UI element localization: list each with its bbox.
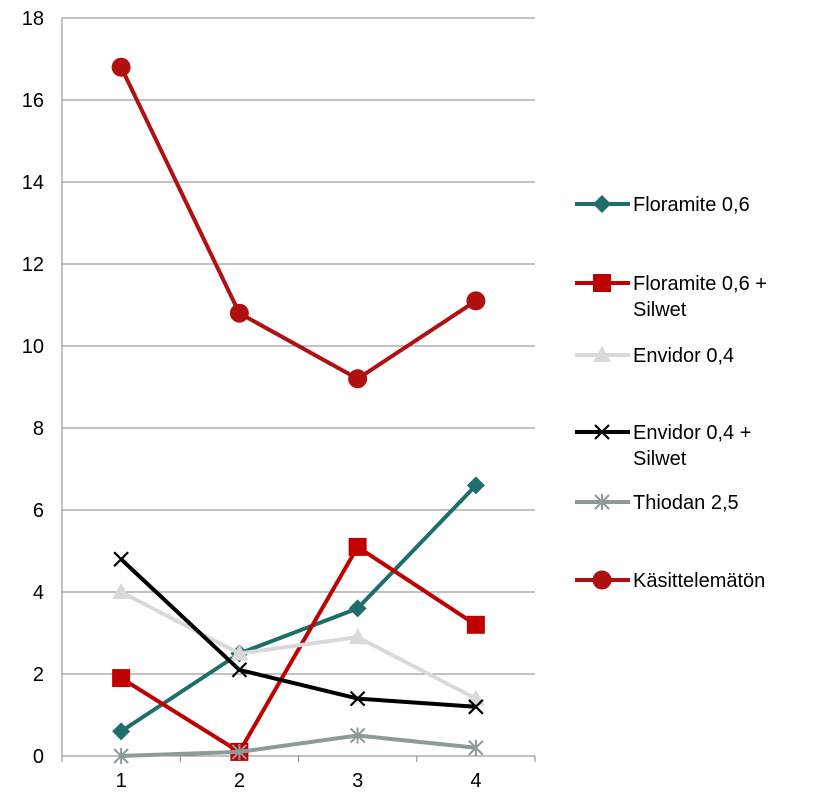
series-4 <box>113 727 484 764</box>
y-axis-ticks: 0 2 4 6 8 10 12 14 16 18 <box>22 8 44 768</box>
data-point-2-3 <box>466 689 485 706</box>
data-point-2-2 <box>348 628 367 645</box>
legend-label-line: Käsittelemätön <box>633 570 765 592</box>
legend-label-line: Floramite 0,6 <box>633 194 750 216</box>
legend-label-line: Floramite 0,6 + <box>633 273 767 295</box>
series-0 <box>112 476 485 741</box>
y-tick-label-8: 8 <box>33 418 44 440</box>
legend-label-line: Silwet <box>633 299 687 321</box>
series-line-5 <box>119 66 477 381</box>
legend-label-3: Envidor 0,4 + Silwet <box>633 422 751 470</box>
legend-label-line: Envidor 0,4 <box>633 345 734 367</box>
data-point-2-1 <box>230 644 249 661</box>
x-tick-label-3: 3 <box>352 770 363 792</box>
data-point-4-2 <box>349 727 366 744</box>
legend-label-4: Thiodan 2,5 <box>633 492 739 514</box>
legend-marker-3 <box>594 424 610 440</box>
series-lines <box>111 57 486 764</box>
data-point-0-2 <box>348 599 367 618</box>
legend-entry-0: Floramite 0,6 <box>575 194 750 216</box>
x-tick-label-1: 1 <box>116 770 127 792</box>
legend-marker-1 <box>593 274 611 292</box>
series-1 <box>112 537 485 761</box>
data-point-4-0 <box>113 748 129 764</box>
legend-entry-1: Floramite 0,6 + Silwet <box>575 273 767 321</box>
data-point-4-3 <box>468 739 484 756</box>
y-tick-label-6: 6 <box>33 500 44 522</box>
legend-label-0: Floramite 0,6 <box>633 194 750 216</box>
legend-marker-4 <box>594 494 610 510</box>
y-tick-label-18: 18 <box>22 8 44 30</box>
data-point-5-1 <box>229 303 249 323</box>
legend-label-2: Envidor 0,4 <box>633 345 734 367</box>
data-point-4-1 <box>231 743 248 760</box>
x-axis-ticks: 1 2 3 4 <box>61 756 536 792</box>
data-point-1-2 <box>348 537 367 556</box>
series-line-4 <box>121 733 477 758</box>
x-tick-label-2: 2 <box>234 770 245 792</box>
y-tick-label-0: 0 <box>33 746 44 768</box>
legend-label-1: Floramite 0,6 + Silwet <box>633 273 767 321</box>
legend-marker-0 <box>593 195 611 213</box>
data-point-5-2 <box>348 369 368 389</box>
data-point-0-3 <box>466 476 485 495</box>
data-point-3-3 <box>468 699 484 715</box>
y-tick-label-10: 10 <box>22 336 44 358</box>
data-point-3-1 <box>231 662 248 678</box>
y-tick-label-14: 14 <box>22 172 44 194</box>
legend-label-line: Envidor 0,4 + <box>633 422 751 444</box>
data-point-5-0 <box>111 57 131 77</box>
legend-entry-2: Envidor 0,4 <box>575 345 734 367</box>
data-point-1-0 <box>112 669 131 688</box>
x-tick-label-4: 4 <box>470 770 481 792</box>
series-line-2 <box>120 590 477 701</box>
data-point-3-2 <box>349 690 366 707</box>
legend-entry-3: Envidor 0,4 + Silwet <box>575 422 751 470</box>
legend-entry-5: Käsittelemätön <box>575 570 765 592</box>
data-point-5-3 <box>466 291 486 311</box>
series-5 <box>111 57 486 389</box>
y-tick-label-2: 2 <box>33 664 44 686</box>
legend-entry-4: Thiodan 2,5 <box>575 492 739 514</box>
data-point-2-0 <box>112 583 131 599</box>
y-tick-label-4: 4 <box>33 582 44 604</box>
y-tick-label-12: 12 <box>22 254 44 276</box>
y-tick-label-16: 16 <box>22 90 44 112</box>
legend-marker-2 <box>593 346 611 362</box>
legend-label-5: Käsittelemätön <box>633 570 765 592</box>
series-line-3 <box>119 557 477 709</box>
legend-marker-5 <box>592 570 612 590</box>
series-line-1 <box>120 544 477 754</box>
data-point-1-3 <box>466 615 485 634</box>
legend-label-line: Silwet <box>633 448 687 470</box>
legend-label-line: Thiodan 2,5 <box>633 492 739 514</box>
series-line-0 <box>120 484 478 734</box>
data-point-3-0 <box>113 551 129 567</box>
series-3 <box>113 551 484 715</box>
data-point-0-0 <box>112 722 131 741</box>
